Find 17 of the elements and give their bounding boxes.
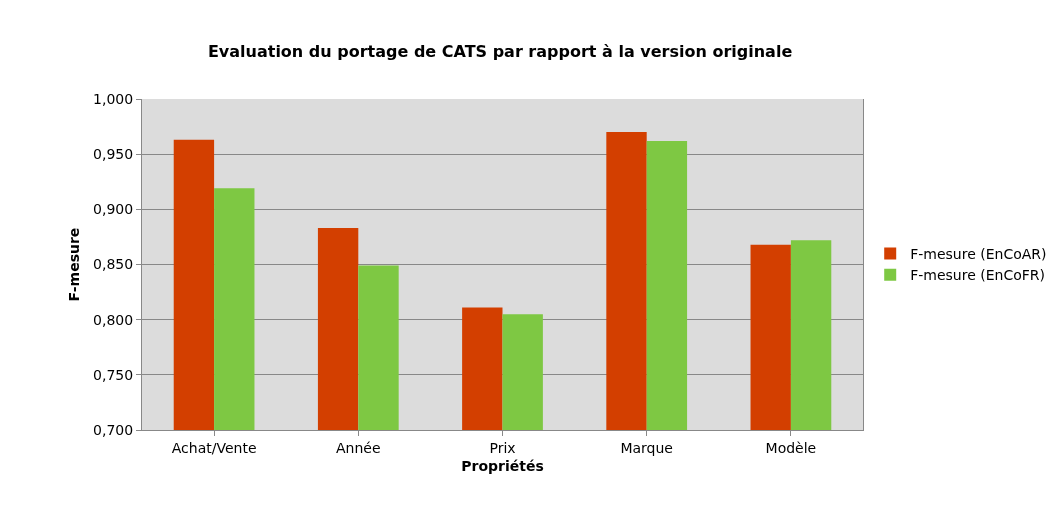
y-tick-label: 0,750	[93, 366, 134, 383]
y-tick-label: 0,950	[93, 146, 134, 163]
y-tick-label: 0,900	[93, 201, 134, 218]
x-tick-label: Achat/Vente	[171, 439, 257, 456]
x-tick-label: Marque	[620, 439, 673, 456]
x-tick-label: Année	[336, 439, 381, 456]
legend-label: F-mesure (EnCoAR)	[910, 246, 1047, 263]
y-axis-title: F-mesure	[65, 227, 82, 302]
y-tick-label: 0,850	[93, 256, 134, 273]
chart-title: Evaluation du portage de CATS par rapport à la version originale	[207, 41, 793, 61]
legend-label: F-mesure (EnCoFR)	[910, 267, 1046, 284]
x-tick-label: Modèle	[765, 439, 817, 456]
y-tick-label: 0,700	[93, 421, 134, 438]
y-tick-label: 1,000	[93, 90, 134, 107]
x-tick-label: Prix	[489, 439, 516, 456]
y-tick-label: 0,800	[93, 311, 134, 328]
x-axis-title: Propriétés	[461, 458, 544, 475]
